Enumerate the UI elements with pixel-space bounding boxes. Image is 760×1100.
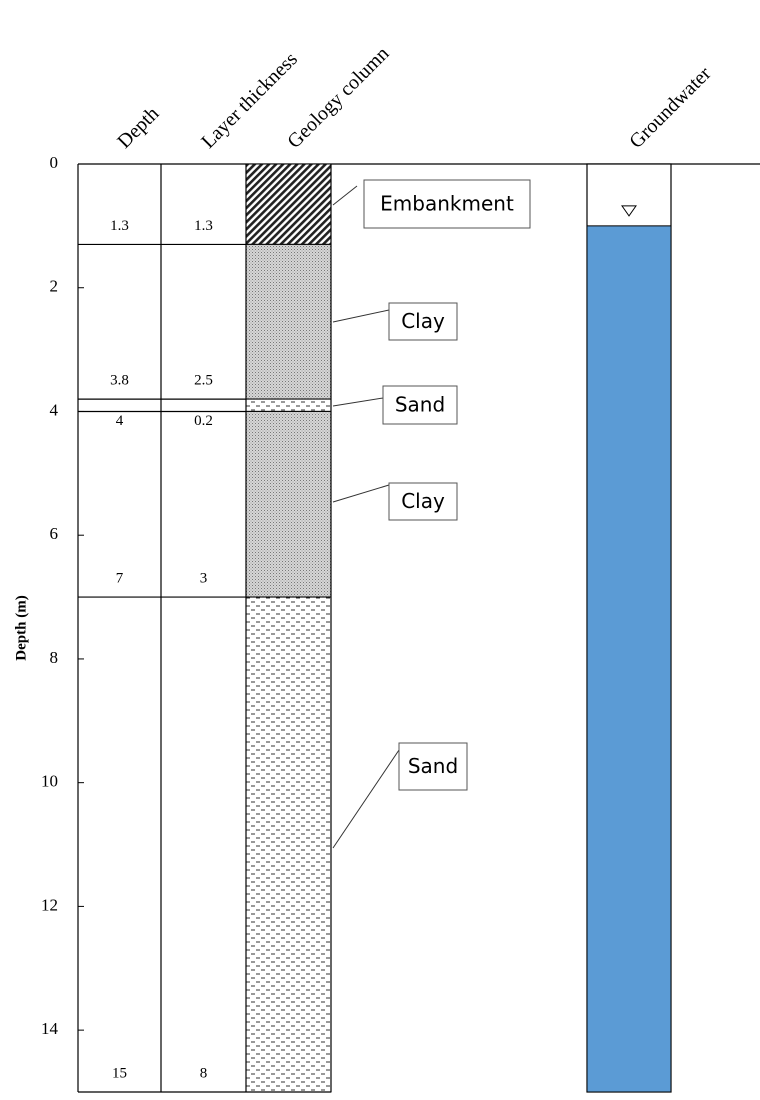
- y-tick-label: 8: [50, 648, 59, 667]
- thickness-label: 8: [200, 1065, 208, 1081]
- layer-name: Sand: [395, 393, 445, 417]
- geology-layer: [246, 399, 331, 411]
- leader-line: [333, 485, 389, 502]
- geology-layer: [246, 164, 331, 244]
- thickness-label: 3: [200, 571, 208, 587]
- chart: Depth (m) Depth Layer thickness Geology …: [0, 0, 760, 1100]
- depth-label: 15: [112, 1065, 127, 1081]
- column-header: Depth: [113, 103, 163, 153]
- y-tick-label: 0: [50, 153, 59, 172]
- groundwater: [587, 226, 671, 1092]
- column-header: Geology column: [283, 43, 393, 153]
- y-tick-label: 4: [50, 400, 59, 419]
- leader-line: [333, 398, 383, 406]
- column-header: Groundwater: [625, 62, 715, 152]
- leader-line: [333, 186, 357, 205]
- geology-layer: [246, 597, 331, 1092]
- layer-name: Sand: [408, 754, 458, 778]
- y-tick-label: 12: [41, 895, 58, 914]
- layer-name: Clay: [401, 489, 445, 513]
- y-tick-label: 2: [50, 277, 59, 296]
- layer-name: Embankment: [380, 192, 514, 216]
- depth-label: 4: [116, 413, 124, 429]
- y-axis-label: Depth (m): [13, 595, 29, 660]
- leader-line: [333, 750, 399, 848]
- thickness-label: 2.5: [194, 373, 213, 389]
- y-tick-label: 10: [41, 772, 58, 791]
- depth-label: 3.8: [110, 373, 129, 389]
- leader-line: [333, 310, 389, 322]
- geology-layer: [246, 411, 331, 597]
- depth-label: 1.3: [110, 218, 129, 234]
- geology-layer: [246, 244, 331, 399]
- thickness-label: 1.3: [194, 218, 213, 234]
- thickness-label: 0.2: [194, 413, 213, 429]
- y-tick-label: 6: [50, 524, 59, 543]
- y-tick-label: 14: [41, 1019, 59, 1038]
- layer-name: Clay: [401, 309, 445, 333]
- depth-label: 7: [116, 571, 124, 587]
